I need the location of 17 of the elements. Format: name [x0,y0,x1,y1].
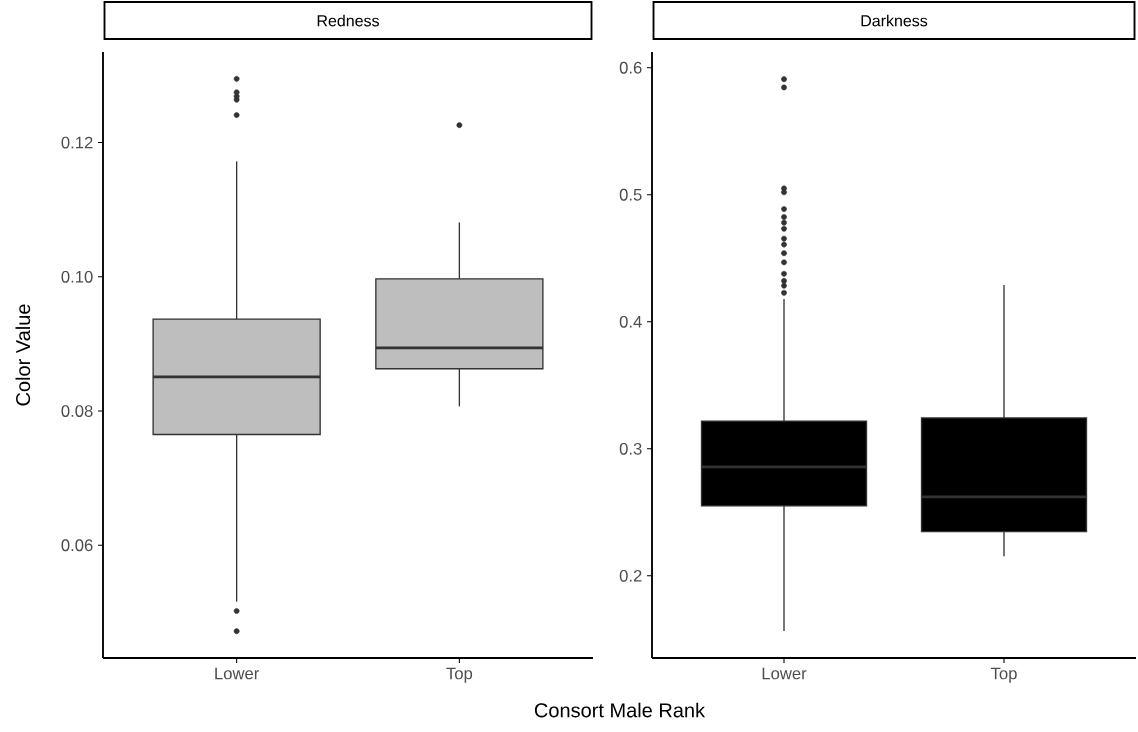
x-tick-label: Lower [215,667,260,680]
y-tick-label: 0.6 [619,61,642,74]
y-tick-label: 0.4 [619,315,642,328]
x-tick-label: Lower [762,667,807,680]
chart-title: Darkness [861,14,928,27]
y-tick-label: 0.3 [619,442,642,455]
y-tick-label: 0.10 [61,270,93,283]
y-tick-label: 0.06 [61,539,93,552]
chart-title: Redness [317,14,379,27]
y-tick-label: 0.2 [619,569,642,582]
x-tick-label: Top [990,667,1017,683]
y-tick-label: 0.5 [619,188,642,201]
y-tick-label: 0.08 [61,405,93,417]
x-axis-title: Consort Male Rank [534,702,706,718]
x-tick-label: Top [446,667,473,683]
y-tick-label: 0.12 [61,136,93,149]
y-axis-title: Color Value [15,304,31,406]
